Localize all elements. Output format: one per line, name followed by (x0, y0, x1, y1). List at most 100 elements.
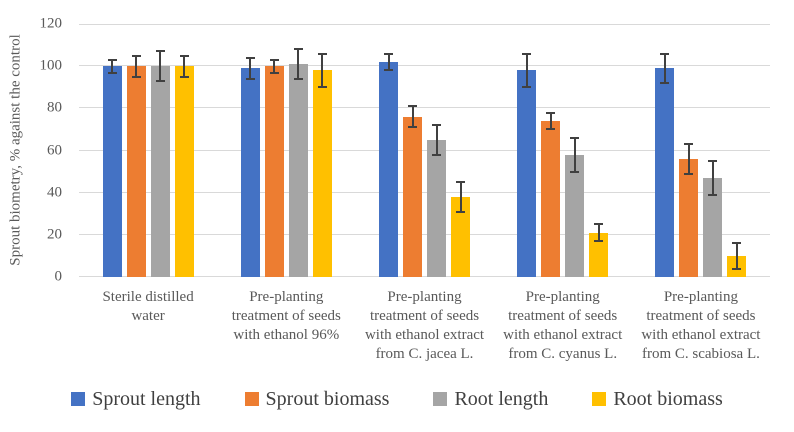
error-bar-stem (387, 53, 390, 71)
legend-label: Sprout biomass (265, 388, 390, 410)
bar (451, 196, 470, 277)
error-bar-cap (131, 75, 141, 78)
bar-group (217, 24, 355, 277)
legend-swatch-icon (433, 392, 448, 406)
error-bar-stem (111, 59, 114, 73)
bar (126, 66, 146, 277)
bar-root-length (288, 24, 308, 277)
bar-sprout-length (379, 24, 398, 277)
bar-sprout-length (655, 24, 675, 277)
bar-groups (79, 24, 770, 277)
bar (403, 116, 422, 277)
error-bar-stem (573, 137, 576, 172)
bar-sprout-biomass (403, 24, 422, 277)
bar-group (355, 24, 493, 277)
gridline (79, 233, 770, 235)
error-bar-stem (663, 53, 666, 84)
error-bar-stem (459, 182, 462, 212)
plot-area (79, 24, 770, 277)
error-bar-stem (435, 125, 438, 155)
error-bar-cap (107, 58, 117, 61)
error-bar-cap (732, 242, 742, 245)
error-bar-stem (549, 112, 552, 130)
error-bar-cap (570, 136, 580, 139)
error-bar-cap (408, 105, 417, 108)
bar-root-biomass (312, 24, 332, 277)
gridline (79, 65, 770, 67)
gridline (79, 191, 770, 193)
bar (379, 61, 398, 277)
bar-sprout-biomass (264, 24, 284, 277)
x-axis-category-labels: Sterile distilled water Pre-planting trea… (79, 288, 770, 364)
error-bar-cap (546, 128, 556, 131)
bar (102, 66, 122, 277)
error-bar-cap (155, 79, 165, 82)
y-axis-tick-label: 40 (47, 184, 62, 201)
error-bar-stem (711, 161, 714, 195)
legend-label: Root biomass (613, 388, 723, 410)
y-axis-tick-label: 120 (39, 15, 63, 32)
legend-item-root-length: Root length (433, 389, 548, 409)
error-bar-cap (269, 71, 279, 74)
bar (655, 68, 675, 277)
error-bar-stem (597, 224, 600, 242)
legend: Sprout length Sprout biomass Root length Ro… (0, 389, 794, 409)
error-bar-cap (408, 126, 417, 129)
bar-root-length (565, 24, 585, 277)
error-bar-cap (708, 193, 718, 196)
bar (264, 66, 284, 277)
error-bar-cap (245, 77, 255, 80)
error-bar-cap (155, 50, 165, 53)
error-bar-cap (522, 86, 532, 89)
error-bar-cap (432, 153, 441, 156)
bar-root-length (427, 24, 446, 277)
error-bar-cap (179, 54, 189, 57)
legend-label: Sprout length (92, 388, 201, 410)
x-axis-category-label: Pre-planting treatment of seeds with eth… (231, 289, 341, 343)
error-bar-cap (660, 52, 670, 55)
x-axis-category-label: Pre-planting treatment of seeds with eth… (641, 289, 761, 362)
error-bar-cap (317, 86, 327, 89)
error-bar-cap (245, 56, 255, 59)
error-bar-cap (293, 77, 303, 80)
bar-group (494, 24, 632, 277)
error-bar-stem (411, 106, 414, 128)
error-bar-cap (384, 69, 393, 72)
y-axis-tick-label: 60 (47, 142, 62, 158)
error-bar-cap (660, 82, 670, 85)
bar (150, 66, 170, 277)
error-bar-stem (525, 53, 528, 88)
x-axis-category-label: Sterile distilled water (102, 289, 194, 324)
y-axis-tick-labels: 0 20 40 60 80 100 120 (0, 16, 63, 284)
error-bar-cap (269, 58, 279, 61)
error-bar-stem (273, 59, 276, 73)
error-bar-cap (456, 181, 465, 184)
error-bar-cap (732, 267, 742, 270)
bar (541, 120, 561, 277)
bar-group (632, 24, 770, 277)
bar-sprout-length (240, 24, 260, 277)
gridline (79, 24, 770, 25)
error-bar-stem (183, 55, 186, 77)
error-bar-cap (594, 223, 604, 226)
error-bar-stem (297, 49, 300, 79)
error-bar-cap (570, 170, 580, 173)
legend-label: Root length (454, 388, 549, 410)
error-bar-cap (179, 75, 189, 78)
error-bar-cap (131, 54, 141, 57)
error-bar-cap (432, 124, 441, 127)
error-bar-stem (321, 53, 324, 88)
error-bar-cap (708, 160, 718, 163)
error-bar-cap (546, 111, 556, 114)
bar (240, 68, 260, 277)
bar-root-biomass (174, 24, 194, 277)
bar-root-biomass (727, 24, 747, 277)
gridline (79, 149, 770, 151)
error-bar-stem (159, 51, 162, 81)
x-axis-category-label: Pre-planting treatment of seeds with eth… (503, 289, 623, 362)
error-bar-stem (249, 57, 252, 79)
bar (703, 177, 723, 277)
bar (679, 158, 699, 277)
error-bar-cap (522, 52, 532, 55)
bar-sprout-length (517, 24, 537, 277)
